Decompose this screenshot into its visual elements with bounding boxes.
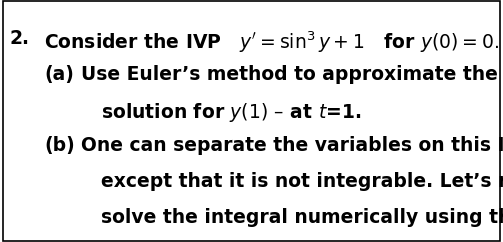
Text: Use Euler’s method to approximate the: Use Euler’s method to approximate the [81, 65, 498, 84]
Text: solve the integral numerically using the: solve the integral numerically using the [101, 208, 503, 227]
Text: Consider the IVP   $y'=\sin^3 y+1$   for $y(0) = 0.$: Consider the IVP $y'=\sin^3 y+1$ for $y(… [44, 29, 499, 54]
Text: (b): (b) [44, 136, 75, 156]
Text: One can separate the variables on this IVP,: One can separate the variables on this I… [81, 136, 503, 156]
Text: except that it is not integrable. Let’s now: except that it is not integrable. Let’s … [101, 172, 503, 191]
Text: 2.: 2. [9, 29, 29, 48]
Text: solution for $y(1)$ – at $t$=1.: solution for $y(1)$ – at $t$=1. [101, 101, 361, 124]
Text: (a): (a) [44, 65, 74, 84]
